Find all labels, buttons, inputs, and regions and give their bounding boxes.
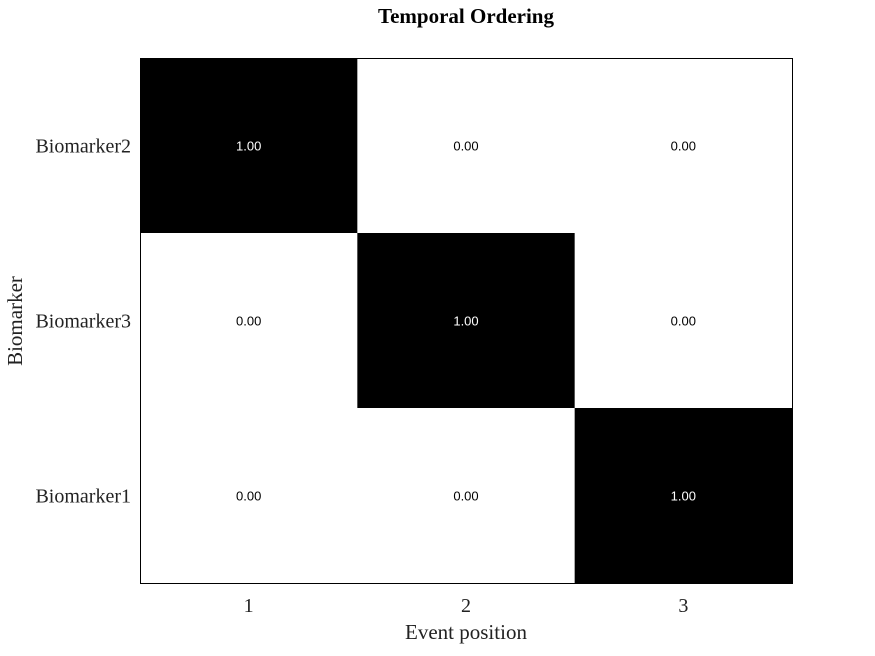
heatmap-cell-r2-c3 xyxy=(574,233,793,409)
heatmap-cell-r1-c1 xyxy=(140,58,358,234)
x-tick-label: 1 xyxy=(244,595,254,617)
x-tick-label: 2 xyxy=(461,595,471,617)
x-axis-label: Event position xyxy=(405,620,527,644)
x-axis-ticks: 1 2 3 xyxy=(244,595,689,617)
cell-value-label: 0.00 xyxy=(453,489,478,504)
cell-value-label: 0.00 xyxy=(236,314,261,329)
heatmap-cells xyxy=(140,58,793,584)
heatmap-cell-r2-c2 xyxy=(357,233,576,409)
plot-frame xyxy=(140,58,793,584)
cell-value-label: 1.00 xyxy=(671,489,696,504)
cell-value-label: 0.00 xyxy=(671,314,696,329)
heatmap-cell-r3-c3 xyxy=(574,408,793,584)
chart-title: Temporal Ordering xyxy=(378,4,554,28)
y-tick-label: Biomarker3 xyxy=(35,311,131,333)
y-tick-label: Biomarker2 xyxy=(35,136,131,158)
heatmap-cell-r3-c1 xyxy=(140,408,358,584)
heatmap-cell-r3-c2 xyxy=(357,408,576,584)
y-tick-label: Biomarker1 xyxy=(35,486,131,508)
heatmap-cell-r1-c3 xyxy=(574,58,793,234)
cell-value-label: 0.00 xyxy=(236,489,261,504)
heatmap-cell-r2-c1 xyxy=(140,233,358,409)
heatmap-cell-labels: 1.00 0.00 0.00 0.00 1.00 0.00 0.00 0.00 1.00 xyxy=(236,139,696,504)
x-tick-label: 3 xyxy=(678,595,688,617)
cell-value-label: 1.00 xyxy=(453,314,478,329)
y-axis-ticks: Biomarker2 Biomarker3 Biomarker1 xyxy=(35,136,131,508)
cell-value-label: 0.00 xyxy=(671,139,696,154)
cell-value-label: 1.00 xyxy=(236,139,261,154)
heatmap-cell-r1-c2 xyxy=(357,58,576,234)
cell-value-label: 0.00 xyxy=(453,139,478,154)
y-axis-label: Biomarker xyxy=(3,276,27,366)
